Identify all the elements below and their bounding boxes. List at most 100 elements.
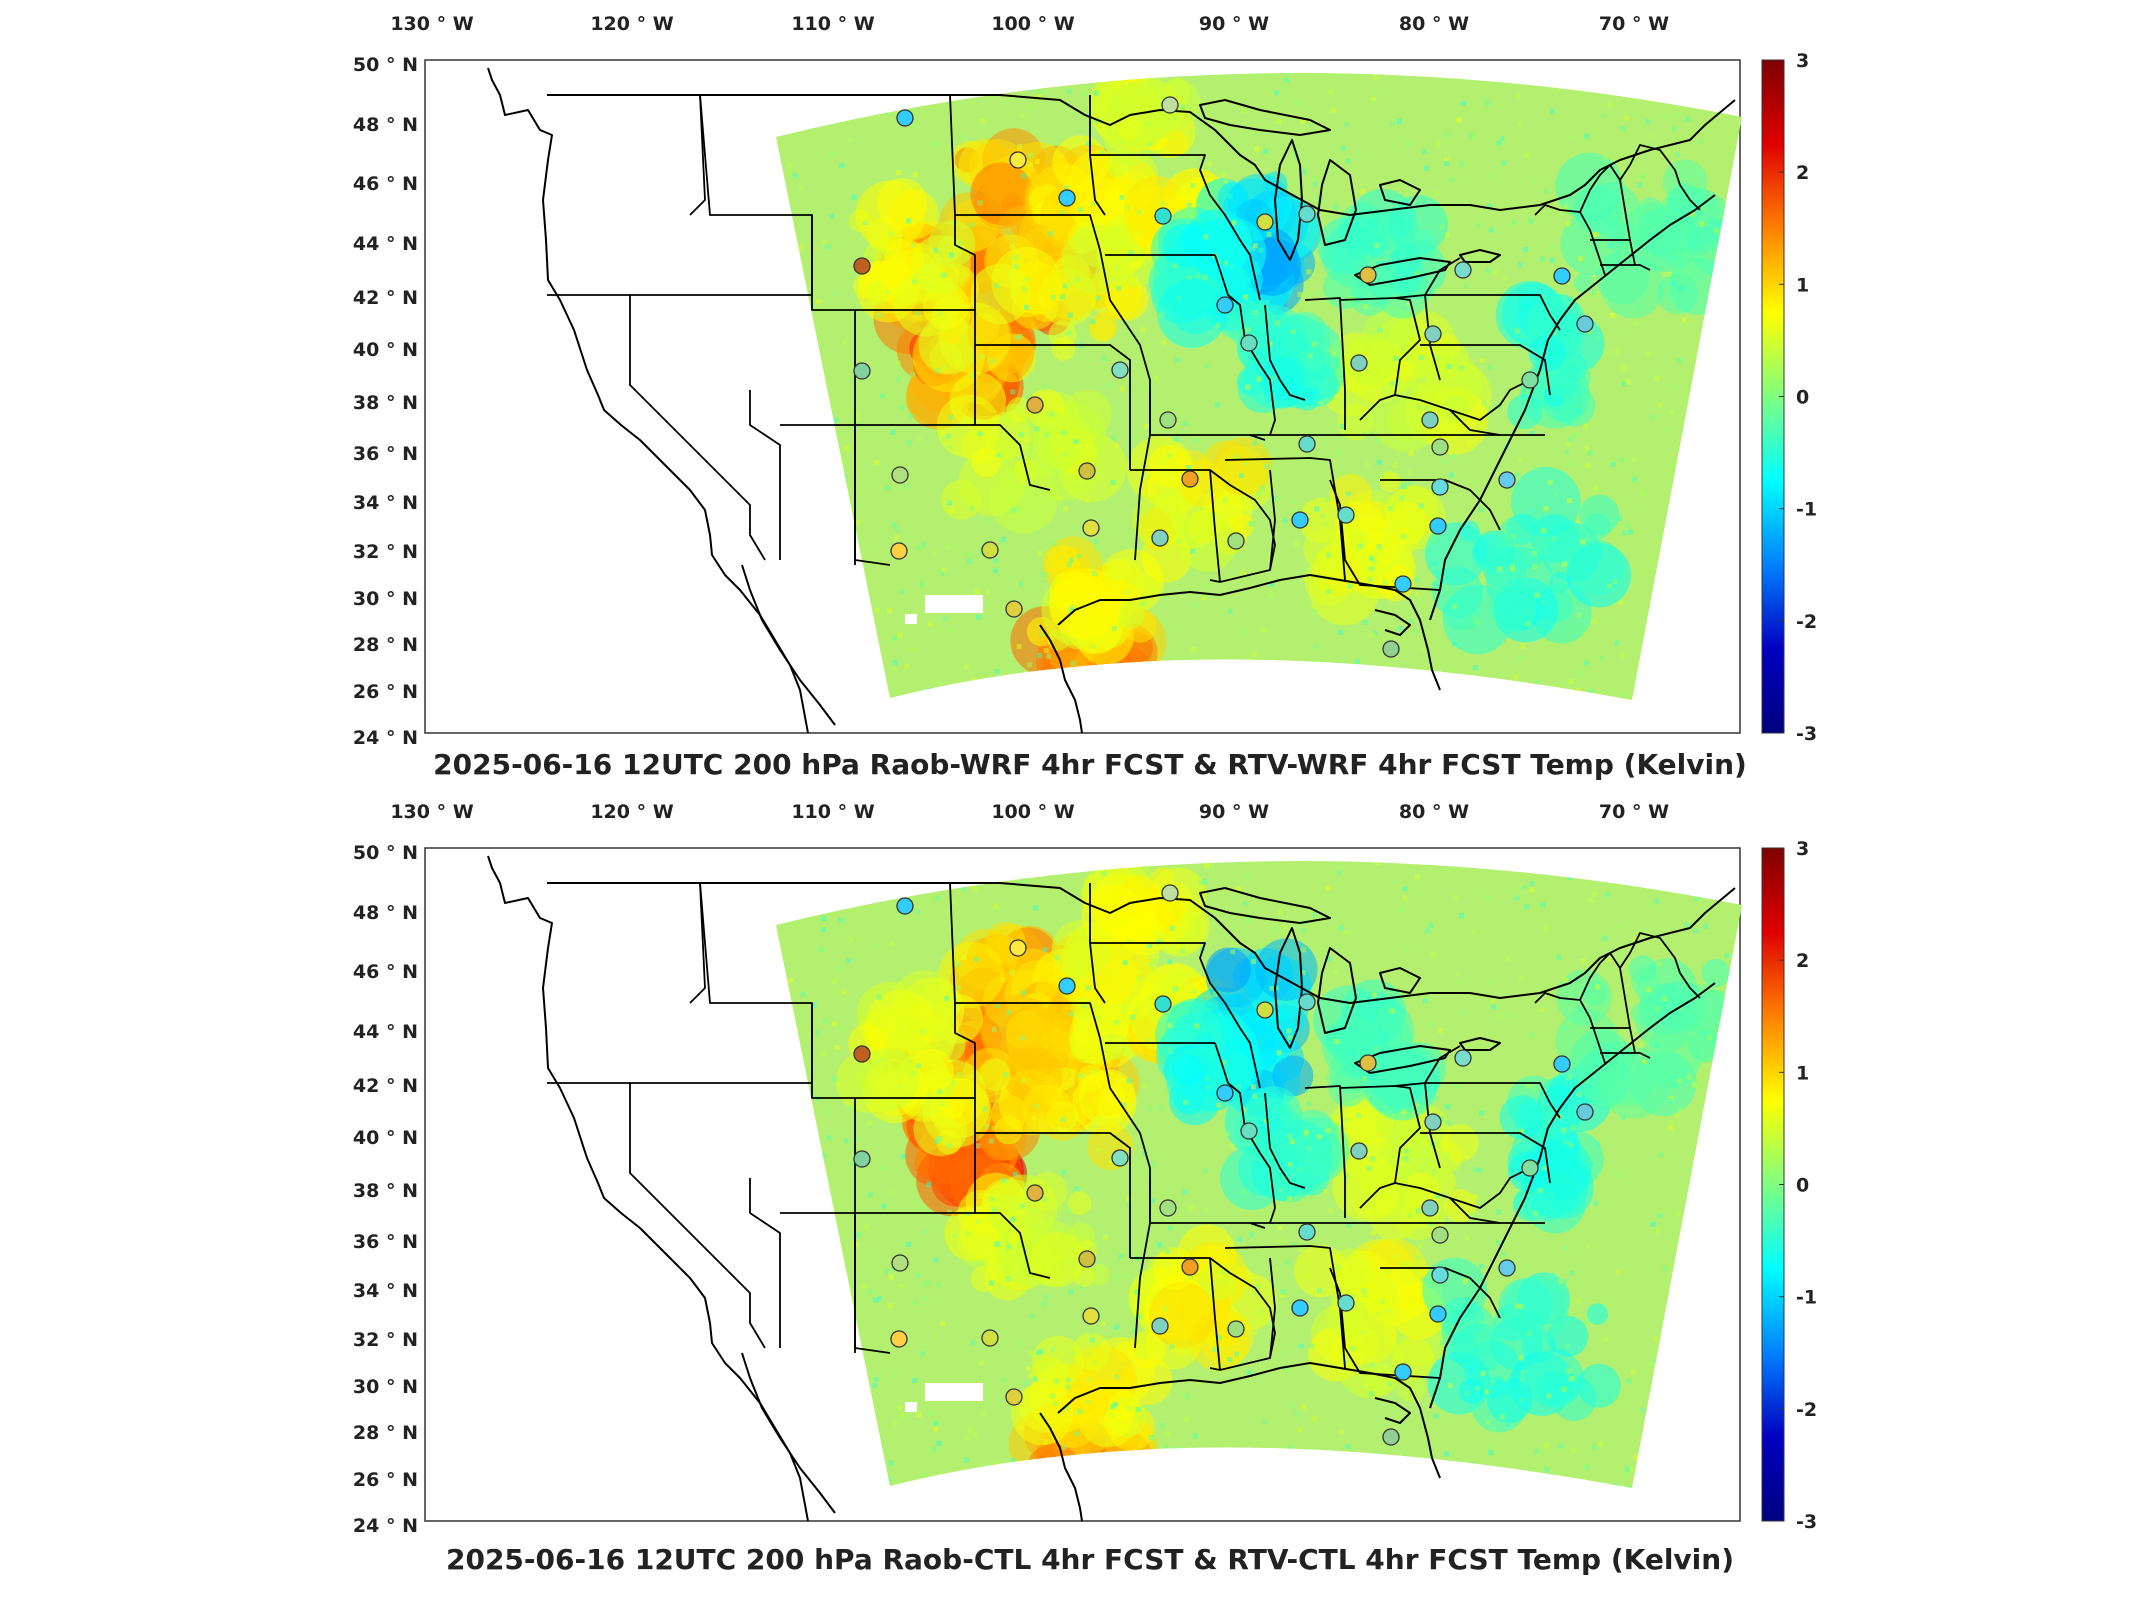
field-pixel: [1368, 573, 1373, 579]
field-pixel: [1282, 518, 1288, 524]
field-pixel: [871, 1383, 877, 1388]
field-pixel: [980, 1411, 986, 1417]
field-pixel: [1538, 1188, 1543, 1194]
field-pixel: [1541, 1165, 1547, 1171]
field-blob: [1183, 209, 1251, 277]
field-pixel: [814, 1030, 820, 1036]
field-pixel: [1671, 281, 1677, 286]
field-pixel: [916, 1063, 922, 1069]
field-pixel: [1479, 562, 1485, 568]
field-pixel: [1276, 1050, 1282, 1056]
field-pixel: [1554, 491, 1560, 497]
field-pixel: [1314, 506, 1320, 512]
field-pixel: [1036, 1350, 1042, 1356]
field-pixel: [1355, 150, 1361, 156]
field-blob: [1443, 1189, 1477, 1223]
field-pixel: [1563, 836, 1568, 841]
field-pixel: [1471, 930, 1477, 935]
field-pixel: [1185, 1205, 1191, 1211]
field-pixel: [1576, 612, 1582, 618]
field-pixel: [1420, 189, 1426, 195]
field-pixel: [1306, 269, 1312, 275]
field-pixel: [929, 284, 935, 290]
field-pixel: [1000, 537, 1006, 543]
field-pixel: [1193, 1433, 1199, 1439]
field-pixel: [1655, 1006, 1661, 1012]
field-blob: [1701, 958, 1731, 988]
field-pixel: [1677, 1078, 1683, 1084]
field-pixel: [1281, 930, 1287, 936]
field-pixel: [1596, 335, 1601, 341]
raob-station-marker: [1424, 325, 1442, 343]
raob-station-marker: [1078, 462, 1096, 480]
field-blob: [1662, 159, 1708, 204]
field-pixel: [1351, 1050, 1357, 1056]
field-pixel: [1404, 1148, 1410, 1154]
field-pixel: [1287, 1133, 1293, 1139]
colorbar-tick-label: -3: [1796, 1511, 1817, 1533]
field-pixel: [950, 899, 956, 905]
raob-station-marker: [853, 362, 871, 380]
lat-label: 36 ° N: [353, 443, 418, 465]
field-pixel: [891, 522, 897, 528]
field-pixel: [1388, 49, 1393, 54]
field-pixel: [1204, 584, 1210, 590]
field-pixel: [1158, 312, 1164, 318]
field-blob: [1441, 395, 1470, 423]
field-pixel: [1393, 355, 1399, 361]
raob-station-marker: [1421, 1199, 1439, 1217]
field-pixel: [1103, 1235, 1109, 1241]
field-pixel: [1202, 275, 1208, 280]
field-pixel: [1614, 640, 1619, 646]
field-pixel: [1028, 152, 1034, 158]
state-border: [1269, 469, 1276, 571]
field-pixel: [1252, 310, 1258, 315]
field-pixel: [1570, 134, 1575, 140]
field-pixel: [1652, 222, 1658, 228]
field-pixel: [1396, 1069, 1402, 1075]
field-blob: [1573, 272, 1594, 293]
field-blob: [865, 281, 889, 305]
state-border: [1224, 1245, 1346, 1369]
field-blob: [1072, 1071, 1137, 1135]
field-pixel: [788, 978, 794, 984]
field-pixel: [1744, 351, 1749, 356]
map-panel-bottom: 130 ° W 120 ° W 110 ° W 100 ° W 90 ° W 80 ° W…: [0, 788, 2133, 1588]
field-pixel: [1458, 161, 1464, 167]
field-pixel: [934, 368, 940, 374]
field-pixel: [1238, 1100, 1243, 1106]
field-pixel: [1167, 1225, 1173, 1231]
field-pixel: [957, 1072, 963, 1077]
field-pixel: [1124, 589, 1130, 595]
field-pixel: [1125, 205, 1131, 211]
field-blob: [1550, 1183, 1579, 1211]
field-pixel: [1590, 232, 1596, 238]
state-border: [1089, 883, 1106, 1004]
field-pixel: [1406, 301, 1412, 307]
field-pixel: [1148, 1106, 1154, 1112]
field-pixel: [1485, 1419, 1491, 1425]
great-lake: [1459, 249, 1501, 263]
lat-label: 24 ° N: [353, 727, 418, 749]
field-pixel: [1100, 1321, 1106, 1327]
field-pixel: [1371, 96, 1377, 102]
field-pixel: [1485, 268, 1491, 274]
field-pixel: [1473, 665, 1478, 671]
field-pixel: [1449, 176, 1455, 182]
field-pixel: [1589, 363, 1595, 369]
raob-station-marker: [1394, 1363, 1412, 1381]
field-pixel: [1051, 541, 1057, 547]
raob-station-marker: [1337, 1294, 1355, 1312]
field-pixel: [1627, 529, 1633, 535]
field-pixel: [995, 1002, 1000, 1008]
field-pixel: [1272, 374, 1278, 380]
field-pixel: [1361, 1076, 1367, 1082]
state-border: [1600, 264, 1651, 271]
field-pixel: [1487, 405, 1493, 411]
field-pixel: [1674, 1083, 1679, 1089]
field-pixel: [1561, 1386, 1567, 1392]
field-pixel: [1126, 1078, 1132, 1084]
field-pixel: [1518, 1355, 1524, 1361]
field-pixel: [1479, 507, 1485, 513]
field-pixel: [1017, 1424, 1023, 1429]
